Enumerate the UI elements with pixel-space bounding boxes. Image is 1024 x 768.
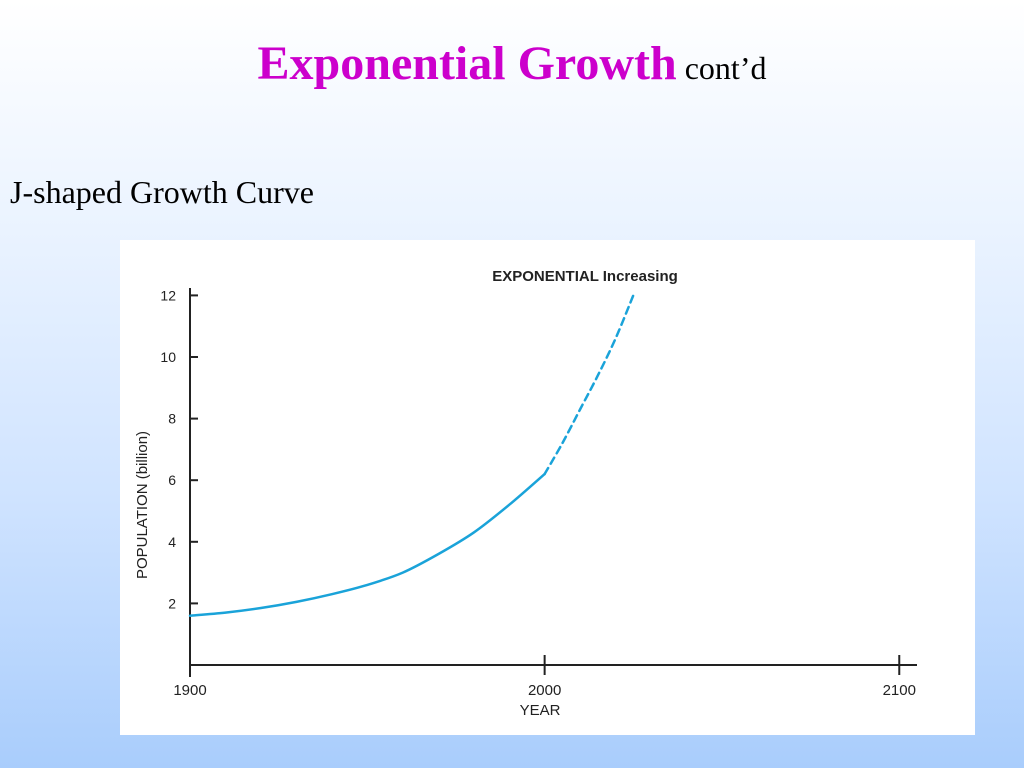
axes: 2 4 6 8 10 12 1900 2000 2100 (160, 287, 917, 699)
y-tick-label: 12 (160, 287, 176, 303)
y-tick-label: 2 (168, 595, 176, 611)
projected-population-line (543, 294, 635, 476)
y-tick-label: 10 (160, 349, 176, 365)
chart-title: EXPONENTIAL Increasing (492, 268, 678, 285)
x-tick-label: 2000 (528, 682, 561, 699)
x-axis-label: YEAR (520, 702, 561, 719)
series-layer (188, 294, 635, 617)
y-tick-label: 4 (168, 534, 176, 550)
population-chart: EXPONENTIAL Increasing POPULATION (billi… (134, 268, 917, 719)
x-tick-label: 1900 (173, 682, 206, 699)
chart-panel: EXPONENTIAL Increasing POPULATION (billi… (120, 240, 975, 735)
y-tick-label: 6 (168, 472, 176, 488)
slide-title-suffix: cont’d (684, 50, 767, 86)
y-tick-label: 8 (168, 411, 176, 427)
y-axis-label: POPULATION (billion) (134, 431, 151, 579)
x-tick-label: 2100 (883, 682, 916, 699)
slide-title-main: Exponential Growth (257, 37, 677, 90)
slide-subtitle: J-shaped Growth Curve (10, 174, 314, 210)
slide-title: Exponential Growth cont’d (0, 36, 1024, 91)
historical-population-line (188, 472, 546, 617)
